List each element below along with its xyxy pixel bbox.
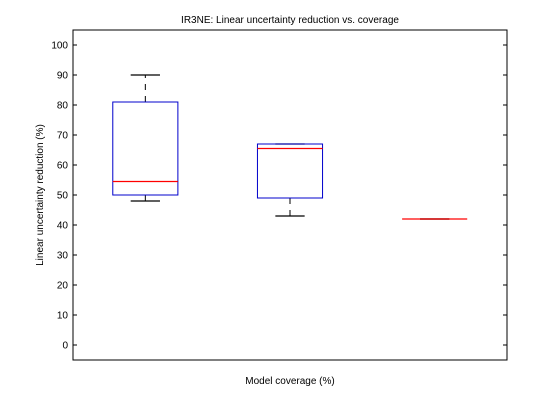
y-tick-label: 40 — [57, 221, 69, 232]
chart-title: IR3NE: Linear uncertainty reduction vs. … — [181, 15, 399, 26]
y-tick-label: 50 — [57, 191, 69, 202]
y-tick-label: 60 — [57, 161, 69, 172]
y-axis-ticks: 0 10 20 30 40 50 60 70 80 90 100 — [51, 41, 507, 352]
y-axis-label: Linear uncertainty reduction (%) — [35, 124, 46, 266]
y-tick-label: 90 — [57, 71, 69, 82]
y-tick-label: 0 — [62, 341, 68, 352]
y-tick-label: 80 — [57, 101, 69, 112]
y-tick-label: 30 — [57, 251, 69, 262]
box-iqr — [112, 101, 179, 196]
y-tick-label: 100 — [51, 41, 68, 52]
y-tick-label: 10 — [57, 311, 69, 322]
box-2 — [256, 143, 324, 217]
y-tick-label: 20 — [57, 281, 69, 292]
box-series — [112, 74, 468, 220]
x-axis-label: Model coverage (%) — [245, 376, 334, 387]
y-tick-label: 70 — [57, 131, 69, 142]
box-iqr — [256, 143, 324, 199]
box-1 — [112, 74, 179, 202]
